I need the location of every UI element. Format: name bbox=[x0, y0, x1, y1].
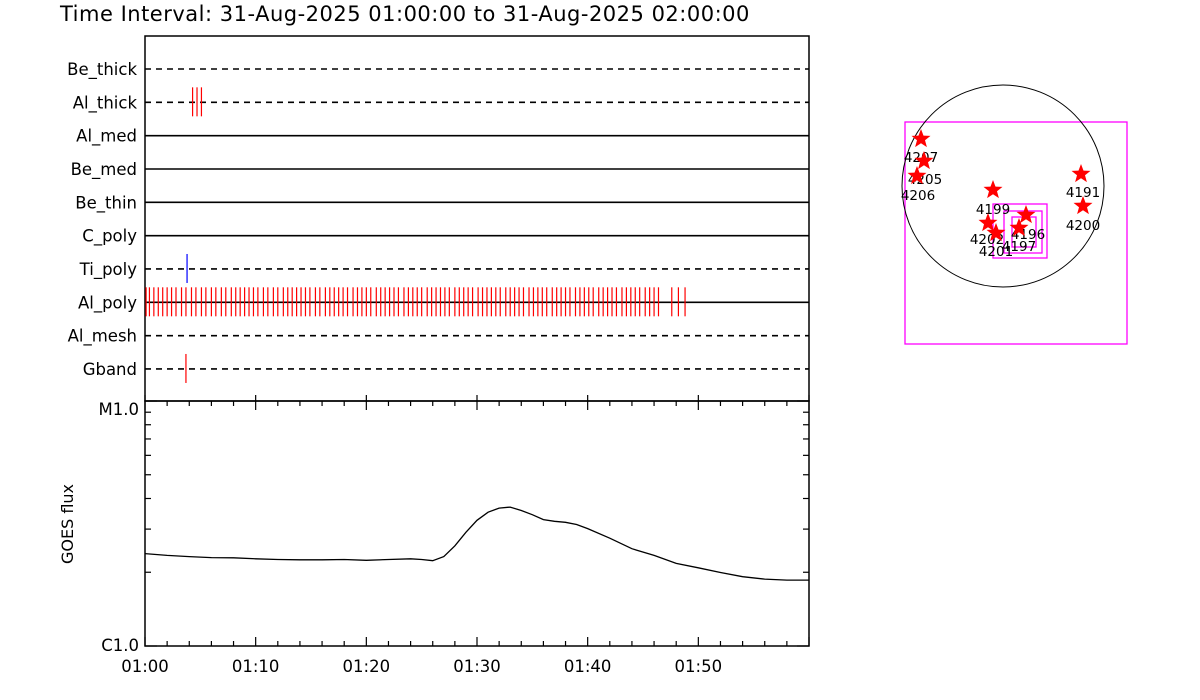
y-tick-label-bottom: C1.0 bbox=[101, 636, 139, 655]
goes-frame bbox=[144, 400, 810, 647]
fov-box bbox=[904, 121, 1128, 345]
region-label: 4200 bbox=[1066, 218, 1100, 234]
channel-label: Al_med bbox=[76, 127, 137, 147]
solar-disk bbox=[901, 84, 1105, 288]
x-tick-label: 01:30 bbox=[453, 657, 501, 676]
region-label: 4206 bbox=[901, 188, 935, 204]
channel-label: Ti_poly bbox=[79, 260, 138, 280]
channel-label: Be_thin bbox=[75, 193, 137, 213]
channel-label: Gband bbox=[83, 360, 137, 379]
region-star bbox=[911, 129, 931, 148]
region-label: 4199 bbox=[976, 202, 1010, 218]
channel-label: C_poly bbox=[82, 227, 137, 247]
channel-label: Al_thick bbox=[73, 93, 138, 113]
channel-label: Be_thick bbox=[67, 60, 137, 80]
goes-flux-line bbox=[144, 506, 809, 581]
y-axis-label: GOES flux bbox=[58, 484, 77, 564]
region-star bbox=[1016, 205, 1036, 224]
region-label: 4201 bbox=[979, 244, 1013, 260]
region-star bbox=[1071, 164, 1091, 183]
y-tick-label-top: M1.0 bbox=[99, 400, 139, 419]
x-tick-label: 01:50 bbox=[675, 657, 723, 676]
region-star bbox=[914, 151, 934, 170]
x-tick-label: 01:40 bbox=[564, 657, 612, 676]
x-tick-label: 01:20 bbox=[343, 657, 391, 676]
region-label: 4197 bbox=[1002, 239, 1036, 255]
region-star bbox=[983, 180, 1003, 199]
region-star bbox=[1073, 196, 1093, 215]
region-label: 4191 bbox=[1066, 185, 1100, 201]
chart-title: Time Interval: 31-Aug-2025 01:00:00 to 3… bbox=[60, 2, 750, 26]
x-tick-label: 01:10 bbox=[232, 657, 280, 676]
region-star bbox=[907, 166, 927, 185]
region-star bbox=[986, 223, 1006, 242]
channel-label: Al_poly bbox=[78, 293, 137, 313]
channel-label: Al_mesh bbox=[68, 327, 137, 347]
channel-label: Be_med bbox=[71, 160, 137, 180]
x-tick-label: 01:00 bbox=[121, 657, 169, 676]
region-star bbox=[978, 213, 998, 232]
small-fov-box bbox=[1003, 210, 1043, 254]
region-star bbox=[1009, 218, 1029, 237]
raster-frame bbox=[144, 35, 810, 402]
